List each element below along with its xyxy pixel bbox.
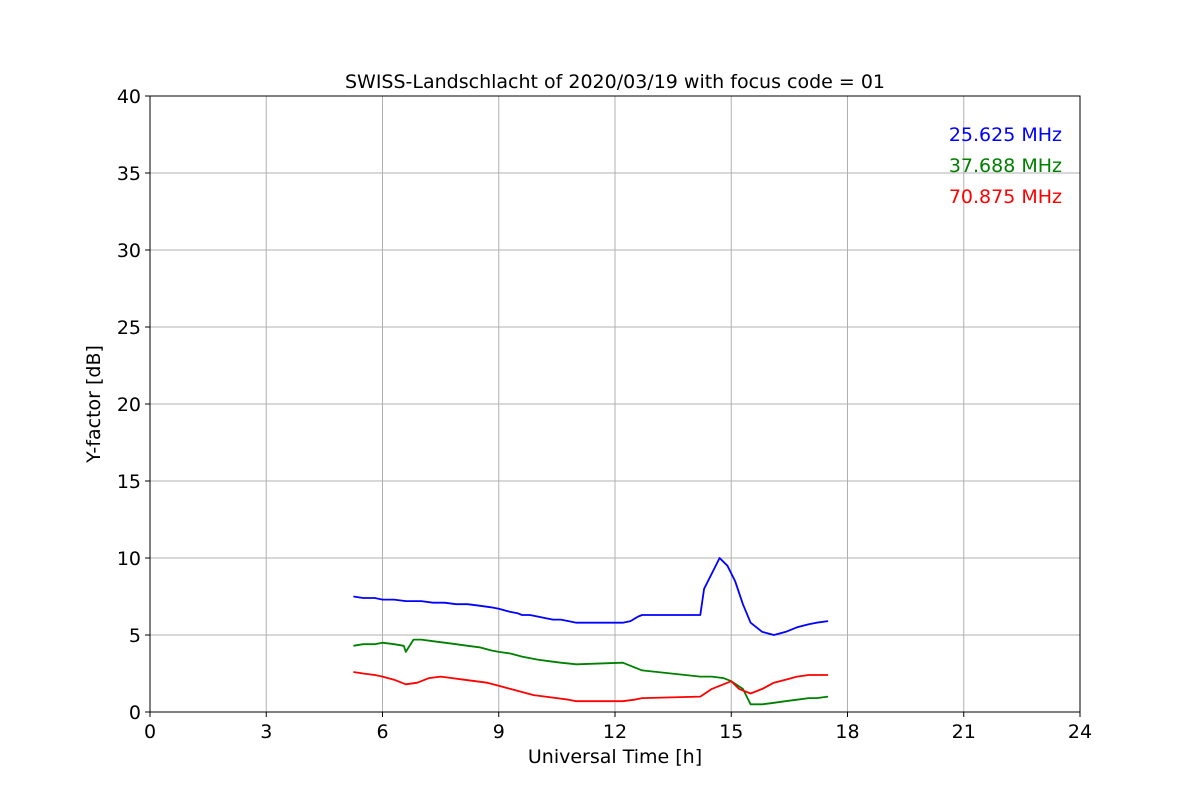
chart-title: SWISS-Landschlacht of 2020/03/19 with fo… [345,71,885,93]
x-tick-label: 12 [603,721,627,743]
y-tick-label: 35 [117,163,141,185]
y-tick-label: 25 [117,317,141,339]
series-line-1 [353,557,829,636]
y-tick-label: 20 [117,394,141,416]
y-tick-label: 0 [129,702,141,724]
legend: 25.625 MHz 37.688 MHz 70.875 MHz [949,124,1062,208]
y-tick-label: 5 [129,625,141,647]
y-axis-label: Y-factor [dB] [83,345,105,464]
series-line-2 [353,638,829,706]
x-tick-label: 3 [260,721,272,743]
y-axis-ticks: 0 5 10 15 20 25 30 35 40 [117,86,150,724]
y-tick-label: 30 [117,240,141,262]
x-tick-label: 24 [1068,721,1092,743]
legend-entry-2: 37.688 MHz [949,155,1062,177]
x-tick-label: 21 [952,721,976,743]
grid [150,96,1080,712]
legend-entry-1: 25.625 MHz [949,124,1062,146]
x-tick-label: 6 [376,721,388,743]
x-tick-label: 18 [835,721,859,743]
x-tick-label: 0 [144,721,156,743]
x-axis-ticks: 0 3 6 9 12 15 18 21 24 [144,712,1092,743]
series-line-3 [353,671,829,703]
y-tick-label: 15 [117,471,141,493]
y-tick-label: 40 [117,86,141,108]
x-tick-label: 9 [493,721,505,743]
x-axis-label: Universal Time [h] [528,746,702,768]
y-tick-label: 10 [117,548,141,570]
series-group [353,557,829,706]
legend-entry-3: 70.875 MHz [949,186,1062,208]
x-tick-label: 15 [719,721,743,743]
